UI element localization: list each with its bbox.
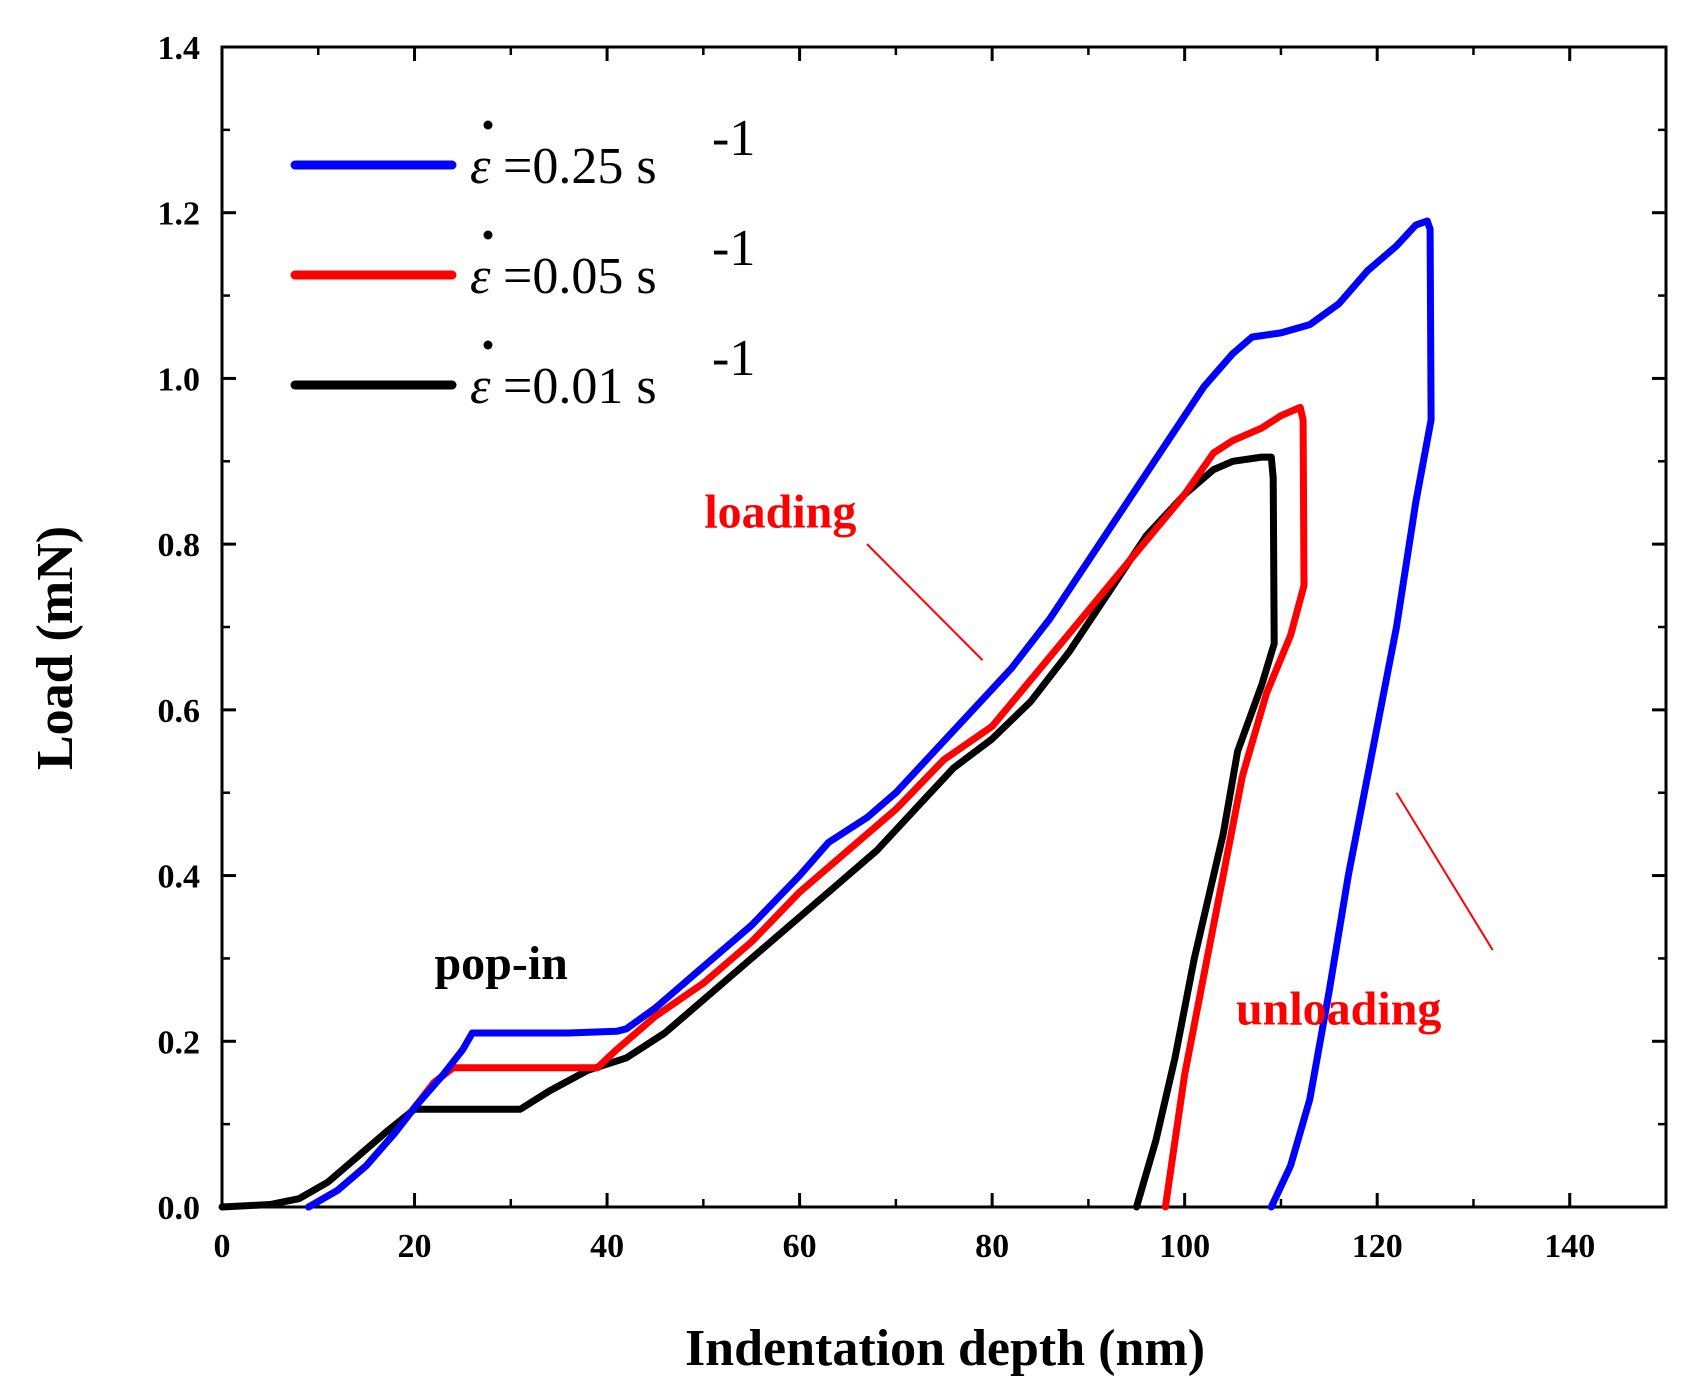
annotation-pointer <box>1395 792 1494 951</box>
y-tick-label: 0.2 <box>158 1024 201 1061</box>
x-tick-label: 120 <box>1352 1228 1403 1265</box>
x-tick-label: 140 <box>1544 1228 1595 1265</box>
axis-ticks <box>220 45 1666 1209</box>
annotation-label: loading <box>704 486 856 539</box>
x-tick-label: 40 <box>590 1228 624 1265</box>
y-axis-title: Load (mN) <box>27 526 84 770</box>
series-lines <box>218 217 1435 1211</box>
y-tick-label: 1.0 <box>158 361 201 398</box>
x-tick-label: 0 <box>214 1228 231 1265</box>
legend-exponent: -1 <box>712 330 755 387</box>
legend-symbol: ε <box>470 358 491 415</box>
series-line-2 <box>218 453 1278 1211</box>
y-tick-label: 0.0 <box>158 1190 201 1227</box>
legend-exponent: -1 <box>712 110 755 167</box>
legend-label: =0.01 s <box>503 358 657 415</box>
y-tick-label: 0.6 <box>158 693 201 730</box>
legend-label: =0.05 s <box>503 248 657 305</box>
legend-symbol: ε <box>470 248 491 305</box>
legend-rate-dot <box>483 230 493 240</box>
x-tick-label: 20 <box>398 1228 432 1265</box>
legend: ε =0.25 s -1ε =0.05 s -1ε =0.01 s -1 <box>290 110 755 415</box>
legend-rate-dot <box>483 340 493 350</box>
annotation-label: unloading <box>1236 983 1441 1036</box>
x-tick-labels: 0 20 40 60 80 100 120 140 <box>214 1228 1596 1265</box>
series-line-1 <box>305 403 1308 1211</box>
y-tick-label: 1.2 <box>158 196 201 233</box>
legend-exponent: -1 <box>712 220 755 277</box>
x-tick-label: 80 <box>975 1228 1009 1265</box>
x-tick-label: 60 <box>783 1228 817 1265</box>
annotation-label: pop-in <box>434 937 567 990</box>
legend-symbol: ε <box>470 138 491 195</box>
plot-area-border <box>220 45 1668 1209</box>
series-line-0 <box>305 217 1435 1211</box>
y-tick-label: 0.8 <box>158 527 201 564</box>
annotations: pop-in loading unloading <box>434 486 1494 1036</box>
plot-frame <box>220 45 1668 1209</box>
y-tick-labels: 0.0 0.2 0.4 0.6 0.8 1.0 1.2 1.4 <box>158 30 201 1227</box>
legend-label: =0.25 s <box>503 138 657 195</box>
y-tick-label: 0.4 <box>158 859 201 896</box>
x-tick-label: 100 <box>1159 1228 1210 1265</box>
y-tick-label: 1.4 <box>158 30 201 67</box>
legend-rate-dot <box>483 120 493 130</box>
annotation-pointer <box>866 543 984 661</box>
x-axis-title: Indentation depth (nm) <box>685 1320 1205 1377</box>
